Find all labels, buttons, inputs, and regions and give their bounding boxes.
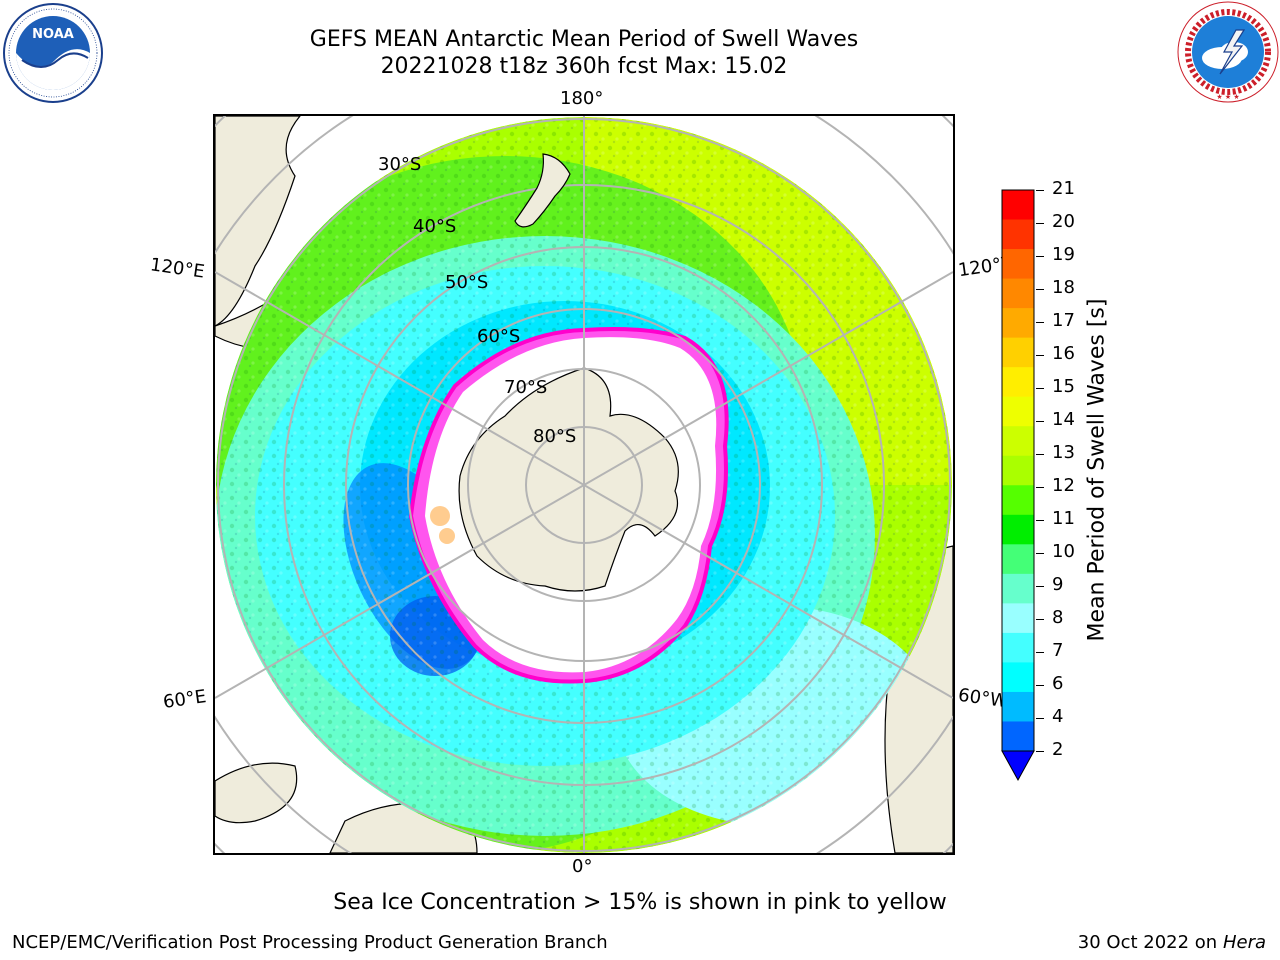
colorbar-segment — [1002, 573, 1034, 604]
colorbar-tick-label: 9 — [1052, 574, 1064, 595]
colorbar-tick-label: 4 — [1052, 706, 1064, 727]
colorbar-tick-label: 2 — [1052, 739, 1064, 760]
colorbar-tick-mark — [1036, 223, 1044, 224]
colorbar-tick-mark — [1036, 388, 1044, 389]
colorbar-segment — [1002, 514, 1034, 545]
polar-map: 30°S 40°S 50°S 60°S 70°S 80°S — [213, 114, 955, 855]
colorbar-label: Mean Period of Swell Waves [s] — [1084, 298, 1110, 642]
colorbar-tick-mark — [1036, 652, 1044, 653]
colorbar-tick-mark — [1036, 454, 1044, 455]
colorbar-segment — [1002, 426, 1034, 457]
colorbar-segment — [1002, 544, 1034, 575]
colorbar-tick-mark — [1036, 355, 1044, 356]
lon-label-180: 180° — [560, 88, 604, 109]
colorbar-tick-mark — [1036, 256, 1044, 257]
colorbar-tick-label: 11 — [1052, 508, 1075, 529]
footer-date-text: 30 Oct 2022 on — [1077, 932, 1218, 953]
chart-subtitle-run: 20221028 t18z 360h fcst Max: 15.02 — [380, 54, 788, 79]
colorbar-tick-label: 13 — [1052, 442, 1075, 463]
footer-credit: NCEP/EMC/Verification Post Processing Pr… — [12, 932, 608, 953]
colorbar-segment — [1002, 219, 1034, 250]
lon-label-0: 0° — [572, 856, 593, 877]
colorbar-tick-label: 14 — [1052, 409, 1075, 430]
colorbar-tick-mark — [1036, 487, 1044, 488]
colorbar-tick-mark — [1036, 190, 1044, 191]
colorbar-tick-label: 18 — [1052, 277, 1075, 298]
colorbar-segment — [1002, 308, 1034, 339]
colorbar-tick-mark — [1036, 322, 1044, 323]
colorbar-segment — [1002, 396, 1034, 427]
colorbar-segment — [1002, 278, 1034, 309]
svg-text:★ ★ ★: ★ ★ ★ — [1216, 93, 1239, 101]
colorbar-segment — [1002, 603, 1034, 634]
noaa-logo-icon: NOAA — [3, 3, 103, 103]
colorbar-tick-mark — [1036, 553, 1044, 554]
nws-logo-icon: ★ ★ ★ — [1177, 1, 1279, 103]
polar-map-svg: 30°S 40°S 50°S 60°S 70°S 80°S — [215, 116, 953, 853]
colorbar-segment — [1002, 485, 1034, 516]
colorbar-tick-label: 15 — [1052, 376, 1075, 397]
footer-date: 30 Oct 2022 on Hera — [1078, 932, 1266, 953]
footer-machine: Hera — [1222, 932, 1266, 953]
colorbar-tick-mark — [1036, 289, 1044, 290]
colorbar-tick-mark — [1036, 751, 1044, 752]
colorbar-tick-label: 8 — [1052, 607, 1064, 628]
colorbar-tick-label: 7 — [1052, 640, 1064, 661]
colorbar-tick-label: 20 — [1052, 211, 1075, 232]
colorbar-tick-label: 6 — [1052, 673, 1064, 694]
sea-ice-note: Sea Ice Concentration > 15% is shown in … — [333, 890, 947, 915]
colorbar-segment — [1002, 190, 1034, 221]
colorbar-tick-mark — [1036, 421, 1044, 422]
colorbar-segment — [1002, 662, 1034, 693]
colorbar-tick-mark — [1036, 718, 1044, 719]
colorbar-segment — [1002, 249, 1034, 280]
colorbar-tick-label: 17 — [1052, 310, 1075, 331]
colorbar-segment — [1002, 367, 1034, 398]
colorbar-tick-label: 16 — [1052, 343, 1075, 364]
colorbar-tick-label: 21 — [1052, 178, 1075, 199]
colorbar-tick-mark — [1036, 685, 1044, 686]
lon-label-60e: 60°E — [161, 686, 208, 713]
colorbar-tick-label: 10 — [1052, 541, 1075, 562]
colorbar-tick-mark — [1036, 586, 1044, 587]
lat-label-50s: 50°S — [445, 272, 488, 293]
colorbar-tick-label: 12 — [1052, 475, 1075, 496]
colorbar-tick-mark — [1036, 520, 1044, 521]
chart-title: GEFS MEAN Antarctic Mean Period of Swell… — [309, 27, 859, 52]
colorbar — [1001, 189, 1035, 782]
lat-label-60s: 60°S — [477, 326, 520, 347]
colorbar-segment — [1002, 691, 1034, 722]
lat-label-40s: 40°S — [413, 216, 456, 237]
colorbar-tick-mark — [1036, 619, 1044, 620]
colorbar-segment — [1002, 632, 1034, 663]
noaa-logo-text: NOAA — [32, 27, 74, 42]
lon-label-120e: 120°E — [148, 254, 206, 283]
lat-label-80s: 80°S — [533, 426, 576, 447]
lat-label-30s: 30°S — [378, 154, 421, 175]
colorbar-tick-label: 19 — [1052, 244, 1075, 265]
lat-label-70s: 70°S — [504, 377, 547, 398]
colorbar-segment — [1002, 721, 1034, 752]
colorbar-segment — [1002, 337, 1034, 368]
colorbar-segment — [1002, 455, 1034, 486]
